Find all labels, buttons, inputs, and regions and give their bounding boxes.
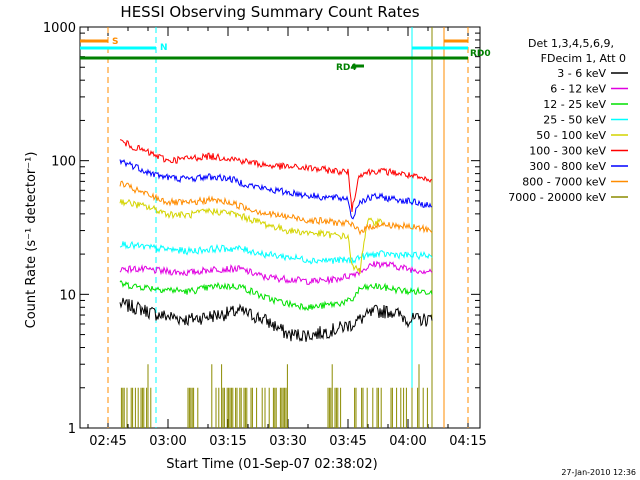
legend-entry-label: 12 - 25 keV (543, 98, 606, 111)
x-tick-label: 04:15 (449, 434, 486, 449)
legend-entry-label: 7000 - 20000 keV (508, 191, 606, 204)
legend-entry-label: 300 - 800 keV (529, 160, 606, 173)
series-line (119, 139, 433, 213)
legend-header-line-1: Det 1,3,4,5,6,9, (528, 37, 614, 50)
event-bar-label: S (112, 37, 118, 47)
y-tick-label: 1 (68, 422, 76, 437)
plot-frame (79, 26, 481, 429)
series-line (119, 279, 433, 312)
x-tick-label: 04:00 (389, 434, 426, 449)
footer-date: 27-Jan-2010 12:36 (561, 468, 636, 477)
series-line (119, 198, 385, 274)
series-line (119, 260, 433, 286)
series-spikes (120, 364, 428, 428)
chart-title: HESSI Observing Summary Count Rates (120, 3, 419, 21)
legend-entry-label: 25 - 50 keV (543, 114, 606, 127)
plot-area: 1 10 100 1000 02:45 03:00 03:15 03:30 03:45 04:00… (43, 21, 628, 449)
series-line (119, 240, 433, 265)
y-tick-label: 1000 (43, 21, 76, 36)
y-axis-label: Count Rate (s⁻¹ detector⁻¹) (24, 152, 39, 329)
x-tick-label: 03:30 (269, 434, 306, 449)
series-line (119, 180, 433, 236)
event-bar-label: RD4 (336, 63, 357, 73)
legend-entry-label: 3 - 6 keV (557, 67, 606, 80)
series-line (119, 297, 433, 342)
legend-entry-label: 800 - 7000 keV (522, 176, 606, 189)
event-bar-label: RD0 (470, 49, 491, 59)
x-axis-label: Start Time (01-Sep-07 02:38:02) (166, 457, 377, 472)
y-tick-label: 100 (51, 155, 76, 170)
x-tick-label: 03:45 (329, 434, 366, 449)
x-tick-label: 03:00 (149, 434, 186, 449)
legend-header-line-2: FDecim 1, Att 0 (541, 52, 626, 65)
x-tick-label: 03:15 (209, 434, 246, 449)
series-line (119, 159, 432, 220)
x-tick-label: 02:45 (89, 434, 126, 449)
legend-entry-label: 100 - 300 keV (529, 145, 606, 158)
y-tick-label: 10 (59, 288, 76, 303)
event-bar-label: N (160, 43, 168, 53)
legend-entry-label: 50 - 100 keV (536, 129, 606, 142)
legend-entry-label: 6 - 12 keV (550, 83, 606, 96)
